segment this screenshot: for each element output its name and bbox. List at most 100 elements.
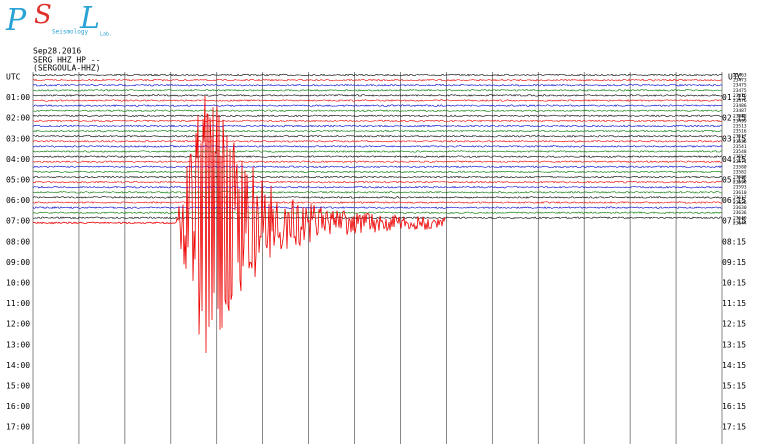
logo-letter: P <box>5 3 27 38</box>
right-hour-label: 05:15 <box>722 176 746 185</box>
count-label: 23640 <box>733 215 747 221</box>
left-hour-label: 06:00 <box>6 196 30 205</box>
trace <box>32 165 723 169</box>
trace <box>32 196 723 199</box>
left-hour-label: 13:00 <box>6 340 30 349</box>
right-hour-label: 02:15 <box>722 114 746 123</box>
right-hour-label: 11:15 <box>722 299 746 308</box>
right-hour-label: 10:15 <box>722 279 746 288</box>
trace <box>32 73 723 77</box>
left-hour-label: 03:00 <box>6 134 30 143</box>
trace <box>32 211 723 214</box>
count-label: 23644 <box>733 220 747 226</box>
header-date: Sep28.2016 <box>33 47 81 56</box>
count-label: 23610 <box>733 190 747 196</box>
right-hour-label: 16:15 <box>722 402 746 411</box>
count-label: 23580 <box>733 164 747 170</box>
count-label: 23517 <box>733 134 747 140</box>
right-axis-title: UTC <box>728 73 743 82</box>
left-hour-label: 07:00 <box>6 217 30 226</box>
count-label: 23499 <box>733 118 747 124</box>
count-label: 23571 <box>733 159 747 165</box>
count-label: 23487 <box>733 108 747 114</box>
left-hour-label: 14:00 <box>6 361 30 370</box>
count-label: 23476 <box>733 98 747 104</box>
traces <box>32 73 723 354</box>
logo-lab: Lab. <box>100 32 112 38</box>
logo-letter: S <box>34 0 52 30</box>
trace <box>32 190 723 194</box>
left-hour-label: 16:00 <box>6 402 30 411</box>
right-hour-label: 14:15 <box>722 361 746 370</box>
trace <box>32 119 723 123</box>
header-channel: SERG HHZ HP -- <box>33 56 100 65</box>
count-label: 23548 <box>733 149 747 155</box>
left-hour-label: 08:00 <box>6 237 30 246</box>
count-label: 23473 <box>733 78 747 84</box>
left-hour-label: 11:00 <box>6 299 30 308</box>
count-label: 23588 <box>733 175 747 181</box>
count-label: 23582 <box>733 169 747 175</box>
count-label: 23463 <box>733 73 747 79</box>
trace <box>32 109 723 113</box>
trace <box>32 129 723 133</box>
count-label: 23513 <box>733 124 747 130</box>
trace <box>32 175 722 179</box>
count-label: 23617 <box>733 195 747 201</box>
left-hour-label: 01:00 <box>6 93 30 102</box>
header-station: (SERGOULA-HHZ) <box>33 64 100 73</box>
count-label: 23488 <box>733 113 747 119</box>
trace <box>32 160 723 164</box>
trace <box>32 201 723 204</box>
count-label: 23475 <box>733 83 747 89</box>
right-hour-label: 15:15 <box>722 382 746 391</box>
count-label: 23486 <box>733 103 747 109</box>
count-label: 23475 <box>733 88 747 94</box>
count-label: 23516 <box>733 129 747 135</box>
left-axis-title: UTC <box>6 73 21 82</box>
left-hour-label: 12:00 <box>6 320 30 329</box>
left-hour-label: 02:00 <box>6 114 30 123</box>
left-hour-label: 09:00 <box>6 258 30 267</box>
count-label: 23593 <box>733 185 747 191</box>
count-label: 23630 <box>733 205 747 211</box>
trace <box>32 124 723 128</box>
right-hour-label: 17:15 <box>722 423 746 432</box>
count-label: 23636 <box>733 210 747 216</box>
grid <box>32 72 723 444</box>
logo: P S L Seismology Lab. <box>5 0 112 38</box>
left-hour-label: 15:00 <box>6 382 30 391</box>
left-hour-label: 04:00 <box>6 155 30 164</box>
trace <box>33 216 723 220</box>
right-hour-label: 07:15 <box>722 217 746 226</box>
trace <box>33 134 723 138</box>
trace <box>32 150 723 153</box>
right-hour-label: 13:15 <box>722 340 746 349</box>
trace <box>32 78 723 82</box>
count-label: 23541 <box>733 144 747 150</box>
count-label: 23626 <box>733 200 747 206</box>
count-label: 23557 <box>733 154 747 160</box>
trace <box>32 170 723 174</box>
trace <box>32 94 723 97</box>
logo-subtitle: Seismology <box>52 29 89 36</box>
left-hour-label: 10:00 <box>6 279 30 288</box>
trace <box>32 155 723 158</box>
trace <box>33 88 723 92</box>
right-hour-label: 09:15 <box>722 258 746 267</box>
trace <box>32 145 723 148</box>
right-hour-label: 03:15 <box>722 134 746 143</box>
right-hour-label: 06:15 <box>722 196 746 205</box>
trace <box>32 114 723 118</box>
trace <box>32 180 723 184</box>
left-hour-label: 17:00 <box>6 423 30 432</box>
labels: 01:00 01:15 02:00 02:15 03:00 03:15 04:00 04:15… <box>6 73 747 448</box>
trace <box>32 140 723 143</box>
right-hour-label: 12:15 <box>722 320 746 329</box>
trace <box>32 95 446 354</box>
logo-letter: L <box>79 1 100 36</box>
right-hour-label: 04:15 <box>722 155 746 164</box>
right-hour-label: 08:15 <box>722 237 746 246</box>
count-label: 23536 <box>733 139 747 145</box>
